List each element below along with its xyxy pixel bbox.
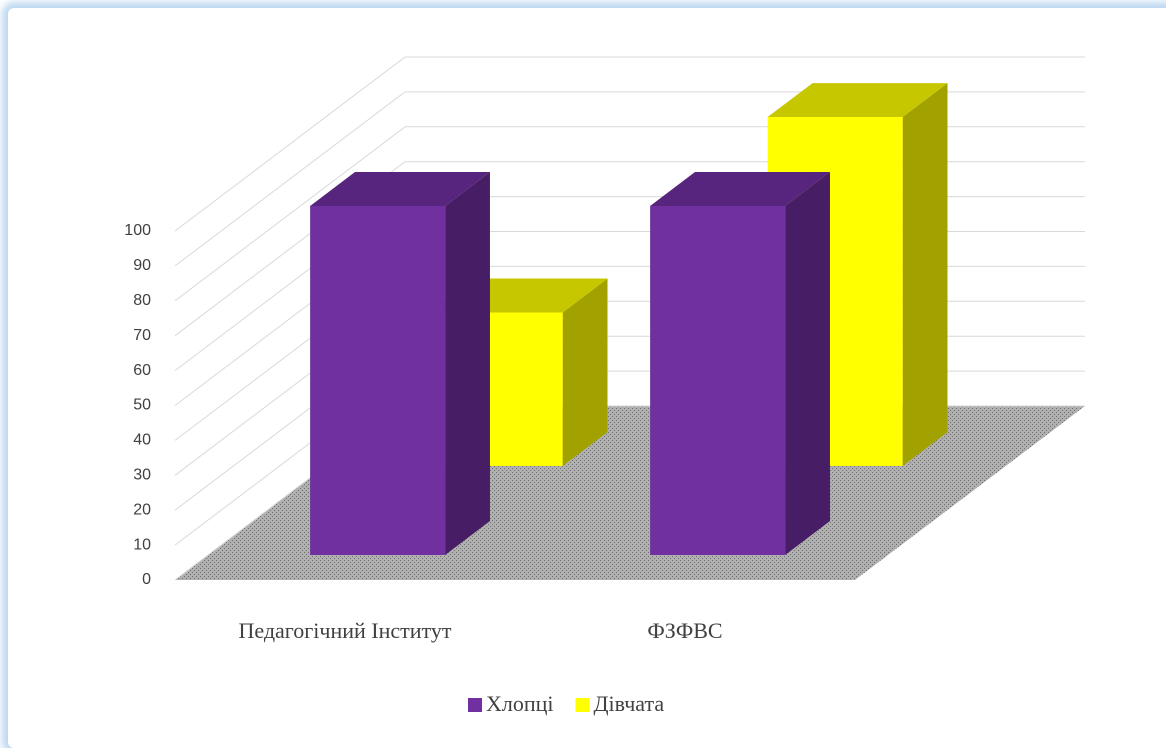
- y-tick-label: 100: [124, 222, 151, 239]
- legend-label: Хлопці: [486, 691, 554, 716]
- y-tick-label: 30: [133, 467, 151, 484]
- grid-line: [174, 56, 1085, 232]
- bar-side: [785, 172, 830, 555]
- bar: [310, 172, 490, 555]
- y-tick-label: 20: [133, 501, 151, 518]
- y-tick-label: 50: [133, 397, 151, 414]
- bar-side: [902, 83, 948, 467]
- legend-label: Дівчата: [594, 691, 665, 716]
- y-tick-label: 80: [133, 292, 151, 309]
- bar: [650, 172, 830, 555]
- bar-top: [650, 172, 830, 206]
- bar-front: [650, 205, 786, 555]
- y-tick-label: 60: [133, 362, 151, 379]
- legend-swatch: [468, 698, 482, 712]
- bar-side: [445, 172, 490, 555]
- y-tick-label: 70: [133, 327, 151, 344]
- bar-side: [562, 278, 608, 467]
- y-tick-label: 90: [133, 257, 151, 274]
- legend-swatch: [575, 698, 590, 712]
- x-tick-label: Педагогічний Інститут: [238, 618, 451, 643]
- y-tick-label: 40: [133, 432, 151, 449]
- y-tick-label: 0: [142, 571, 151, 588]
- bar-front: [310, 205, 446, 555]
- bar-top: [767, 83, 948, 118]
- x-tick-label: ФЗФВС: [647, 618, 722, 643]
- bar-top: [310, 172, 490, 206]
- y-tick-label: 10: [133, 536, 151, 553]
